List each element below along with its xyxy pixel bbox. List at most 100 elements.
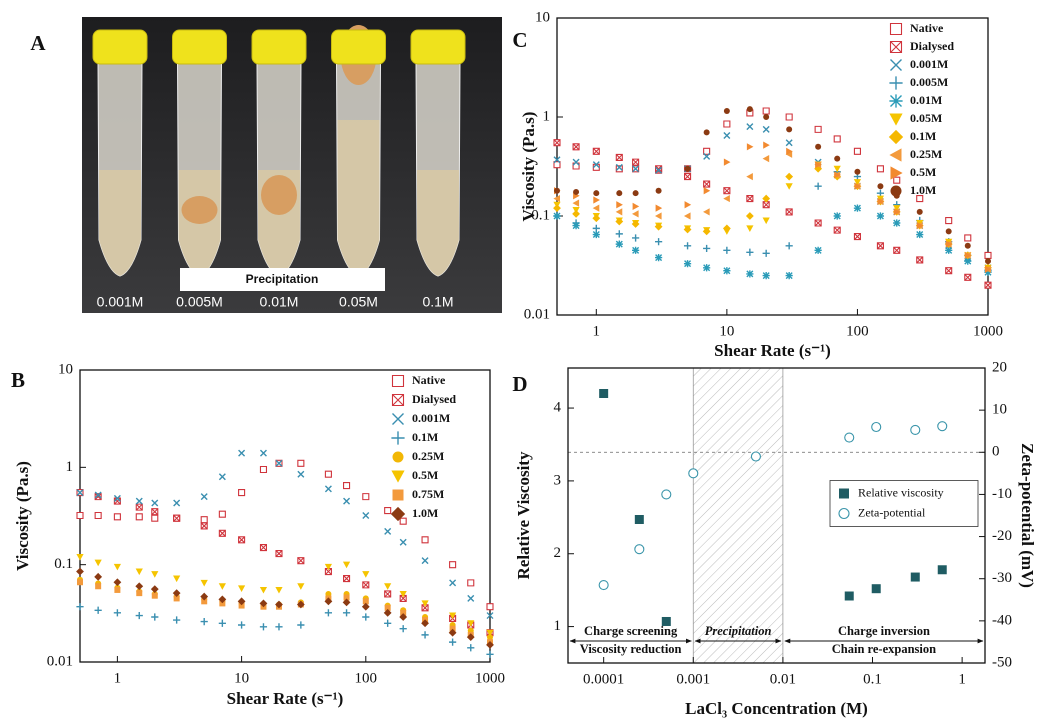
precipitate bbox=[181, 196, 218, 224]
legend-label: 0.5M bbox=[412, 468, 438, 482]
marker bbox=[384, 590, 392, 598]
marker bbox=[762, 272, 770, 280]
legend-marker bbox=[889, 148, 902, 162]
marker bbox=[615, 217, 624, 226]
x-tick-label: 100 bbox=[355, 670, 378, 686]
panel-label: C bbox=[512, 28, 527, 52]
marker bbox=[94, 606, 102, 614]
marker bbox=[785, 272, 793, 280]
marker bbox=[238, 489, 246, 497]
marker bbox=[723, 107, 730, 114]
marker bbox=[449, 579, 457, 587]
marker bbox=[984, 268, 992, 276]
marker bbox=[553, 139, 561, 147]
marker bbox=[655, 204, 663, 212]
marker bbox=[893, 208, 901, 216]
marker bbox=[94, 572, 103, 581]
marker bbox=[723, 132, 731, 140]
marker bbox=[324, 470, 332, 478]
x-tick-label: 1000 bbox=[973, 323, 1003, 339]
marker bbox=[421, 557, 429, 565]
legend-marker bbox=[391, 393, 405, 407]
marker bbox=[77, 579, 83, 586]
marker bbox=[151, 613, 159, 621]
marker bbox=[877, 183, 884, 190]
banner: Precipitation bbox=[246, 272, 319, 286]
marker bbox=[296, 600, 305, 609]
marker bbox=[592, 224, 600, 232]
marker bbox=[592, 214, 601, 223]
marker bbox=[876, 165, 884, 173]
legend-marker bbox=[889, 94, 903, 108]
marker bbox=[655, 238, 663, 246]
legend-label: 1.0M bbox=[910, 183, 936, 197]
marker bbox=[449, 638, 457, 646]
marker bbox=[297, 621, 305, 629]
y-axis-label: Viscosity (Pa.s) bbox=[519, 112, 538, 222]
marker bbox=[746, 225, 754, 232]
marker bbox=[814, 182, 822, 190]
legend-box bbox=[829, 480, 979, 527]
tube-label: 0.05M bbox=[339, 294, 378, 310]
tube-cap bbox=[251, 29, 307, 65]
x-tick-label: 0.01 bbox=[770, 671, 796, 687]
legend-label: Dialysed bbox=[412, 392, 456, 406]
marker bbox=[893, 219, 901, 227]
marker bbox=[762, 107, 770, 115]
marker bbox=[683, 260, 692, 268]
y2-tick-label: -40 bbox=[992, 612, 1012, 628]
y-tick-label: 0.01 bbox=[524, 306, 550, 322]
marker bbox=[683, 225, 692, 234]
marker bbox=[655, 187, 662, 194]
marker bbox=[592, 147, 600, 155]
marker bbox=[762, 201, 770, 209]
marker bbox=[553, 156, 561, 164]
legend-label: Relative viscosity bbox=[858, 485, 944, 499]
marker bbox=[94, 511, 102, 520]
y2-tick-label: -50 bbox=[992, 654, 1012, 670]
marker bbox=[655, 165, 663, 173]
marker bbox=[467, 620, 475, 627]
marker bbox=[362, 512, 370, 519]
legend-marker bbox=[391, 431, 405, 445]
y-tick-label: 0.1 bbox=[54, 556, 73, 572]
marker bbox=[135, 497, 143, 505]
marker bbox=[985, 265, 992, 273]
marker bbox=[572, 210, 580, 218]
marker bbox=[324, 485, 332, 493]
legend-label: 1.0M bbox=[412, 506, 438, 520]
marker bbox=[553, 212, 561, 220]
marker bbox=[615, 240, 623, 248]
marker bbox=[684, 201, 692, 209]
y2-tick-label: -10 bbox=[992, 486, 1012, 502]
marker bbox=[632, 246, 640, 254]
marker bbox=[383, 608, 392, 617]
marker bbox=[384, 527, 392, 535]
marker bbox=[853, 147, 861, 155]
marker bbox=[467, 644, 475, 652]
marker bbox=[486, 640, 494, 649]
marker bbox=[632, 158, 640, 166]
marker bbox=[853, 204, 862, 212]
region-label: Chain re-expansion bbox=[832, 642, 936, 656]
marker bbox=[573, 188, 580, 195]
legend-label: 0.005M bbox=[910, 75, 948, 89]
marker bbox=[399, 625, 407, 633]
marker bbox=[219, 600, 226, 607]
marker bbox=[113, 563, 121, 571]
marker bbox=[745, 212, 754, 220]
marker bbox=[342, 561, 351, 569]
marker bbox=[616, 190, 623, 197]
marker bbox=[945, 240, 953, 248]
marker bbox=[172, 589, 181, 598]
marker bbox=[151, 508, 159, 516]
y-tick-label: 0.1 bbox=[531, 207, 550, 223]
x-tick-label: 1 bbox=[958, 671, 966, 687]
marker bbox=[421, 619, 429, 628]
panel-label: D bbox=[512, 372, 527, 396]
legend-marker bbox=[889, 76, 903, 90]
marker bbox=[871, 421, 882, 433]
y-tick-label: 0.01 bbox=[47, 653, 73, 669]
x-tick-label: 0.1 bbox=[863, 671, 882, 687]
